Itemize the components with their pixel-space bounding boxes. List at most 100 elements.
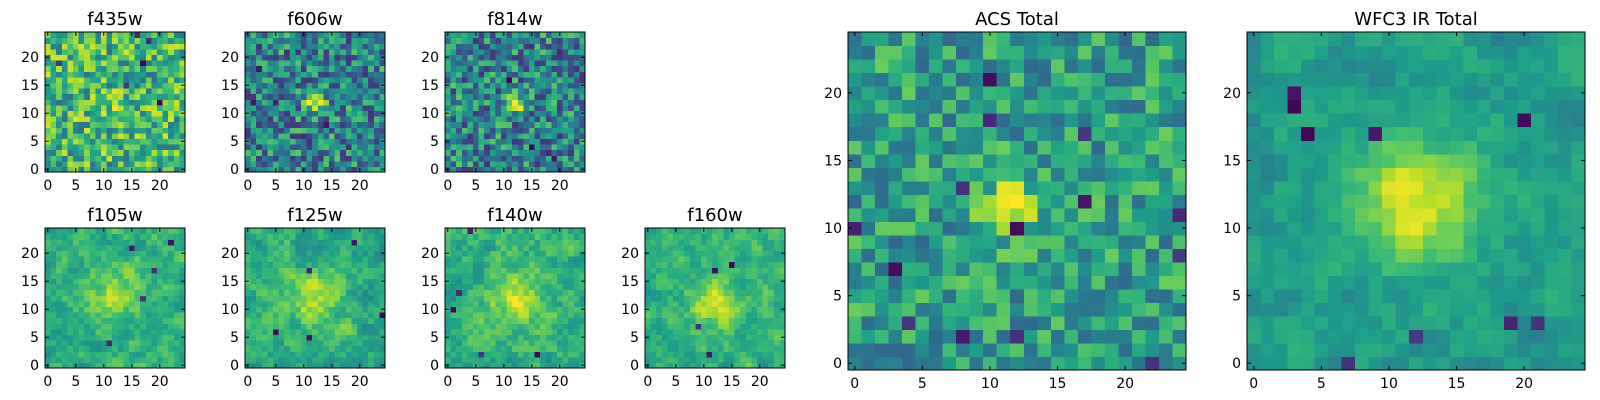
heatmap-cell [362,267,369,274]
heatmap-cell [312,345,319,352]
heatmap-cell [701,256,708,263]
heatmap-cell [650,340,657,347]
heatmap-cell [456,239,463,246]
heatmap-cell [273,99,280,106]
heatmap-cell [323,82,330,89]
heatmap-cell [473,345,480,352]
heatmap-cell [278,306,285,313]
heatmap-cell [151,362,158,369]
heatmap-cell [345,244,352,251]
heatmap-cell [117,312,124,319]
heatmap-cell [1172,234,1187,249]
heatmap-cell [95,149,102,156]
heatmap-cell [312,244,319,251]
heatmap-cell [484,278,491,285]
heatmap-cell [757,306,764,313]
heatmap-cell [373,356,380,363]
heatmap-cell [540,65,547,72]
heatmap-cell [157,155,164,162]
heatmap-cell [50,54,57,61]
heatmap-cell [456,256,463,263]
heatmap-cell [456,272,463,279]
heatmap-cell [67,334,74,341]
heatmap-cell [89,138,96,145]
heatmap-cell [278,88,285,95]
heatmap-cell [557,76,564,83]
heatmap-cell [551,104,558,111]
heatmap-cell [512,132,519,139]
heatmap-cell [773,306,780,313]
heatmap-cell [351,239,358,246]
heatmap-cell [179,116,186,123]
heatmap-cell [95,65,102,72]
heatmap-cell [61,362,68,369]
heatmap-cell [512,362,519,369]
heatmap-cell [84,110,91,117]
heatmap-cell [50,278,57,285]
heatmap-cell [695,334,702,341]
heatmap-cell [573,37,580,44]
heatmap-cell [495,295,502,302]
heatmap-cell [340,104,347,111]
heatmap-cell [73,155,80,162]
heatmap-cell [78,104,85,111]
heatmap-cell [73,48,80,55]
heatmap-cell [334,37,341,44]
heatmap-cell [678,362,685,369]
heatmap-cell [140,261,147,268]
heatmap-cell [983,207,998,222]
heatmap-cell [256,306,263,313]
heatmap-cell [317,144,324,151]
heatmap-cell [89,340,96,347]
heatmap-cell [573,99,580,106]
heatmap-cell [512,278,519,285]
heatmap-cell [861,180,876,195]
heatmap-cell [645,244,652,251]
heatmap-cell [768,345,775,352]
heatmap-cell [723,340,730,347]
heatmap-cell [1010,180,1025,195]
heatmap-cell [495,362,502,369]
heatmap-cell [140,149,147,156]
heatmap-cell [78,132,85,139]
heatmap-cell [168,362,175,369]
heatmap-cell [106,71,113,78]
heatmap-cell [362,43,369,50]
heatmap-cell [95,256,102,263]
heatmap-cell [568,228,575,235]
heatmap-cell [56,132,63,139]
heatmap-cell [101,54,108,61]
heatmap-cell [495,340,502,347]
heatmap-cell [579,267,586,274]
heatmap-cell [295,37,302,44]
heatmap-cell [706,256,713,263]
heatmap-cell [740,295,747,302]
heatmap-cell [306,76,313,83]
heatmap-cell [168,228,175,235]
heatmap-cell [689,284,696,291]
heatmap-cell [145,110,152,117]
heatmap-cell [334,272,341,279]
heatmap-cell [573,166,580,173]
heatmap-cell [284,99,291,106]
heatmap-cell [373,300,380,307]
heatmap-cell [450,37,457,44]
heatmap-cell [357,76,364,83]
heatmap-cell [379,267,386,274]
heatmap-cell [1023,153,1038,168]
heatmap-cell [473,116,480,123]
heatmap-cell [284,228,291,235]
heatmap-cell [278,323,285,330]
heatmap-cell [1023,194,1038,209]
heatmap-cell [1037,153,1052,168]
heatmap-cell [261,110,268,117]
heatmap-cell [56,144,63,151]
heatmap-cell [357,351,364,358]
heatmap-cell [540,82,547,89]
heatmap-cell [467,116,474,123]
heatmap-cell [273,76,280,83]
heatmap-cell [101,256,108,263]
heatmap-cell [145,54,152,61]
heatmap-cell [329,88,336,95]
